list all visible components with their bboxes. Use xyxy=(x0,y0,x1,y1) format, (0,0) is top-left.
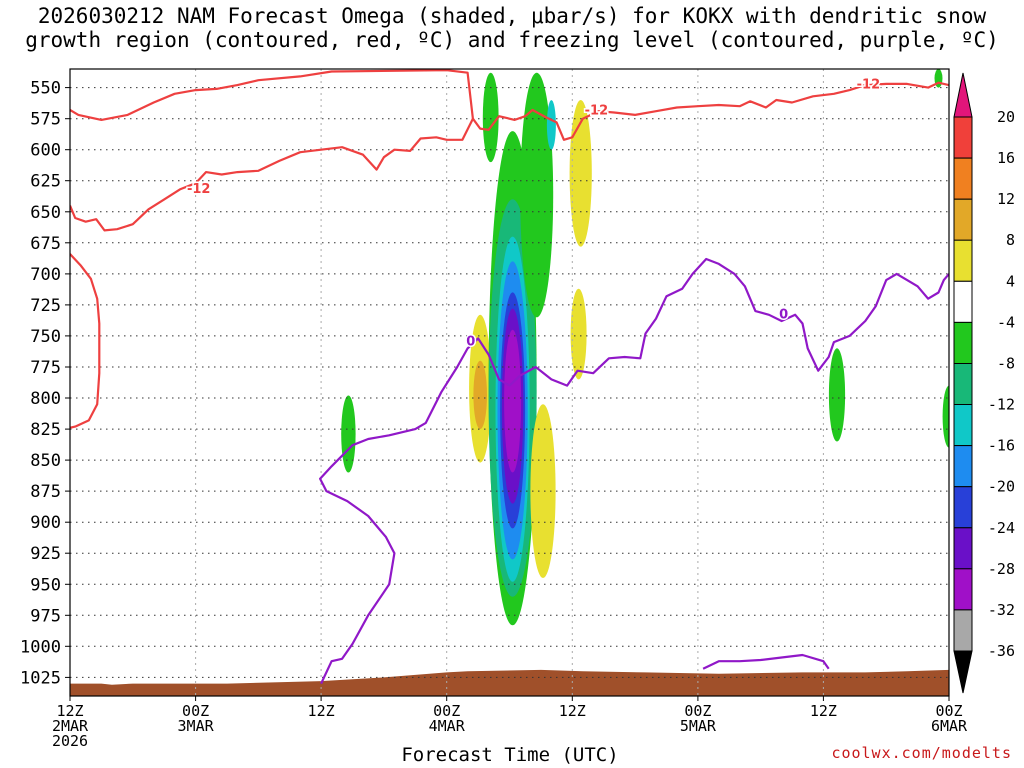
colorbar-bottom-arrow xyxy=(953,650,973,694)
y-tick-label: 950 xyxy=(30,575,61,595)
colorbar-label: -16 xyxy=(988,437,1015,455)
ground-terrain-shape xyxy=(70,669,949,696)
x-tick-label: 4MAR xyxy=(429,717,466,735)
colorbar-swatch xyxy=(953,321,973,364)
y-tick-label: 825 xyxy=(30,420,61,440)
y-tick-label: 600 xyxy=(30,141,61,161)
x-tick-label: 2MAR xyxy=(52,717,89,735)
colorbar-swatch xyxy=(953,239,973,282)
contour-label-freezing: 0 xyxy=(466,335,475,350)
colorbar-swatch xyxy=(953,568,973,611)
y-tick-label: 925 xyxy=(30,544,61,564)
x-tick-label: 6MAR xyxy=(931,717,968,735)
x-tick-label: 00Z xyxy=(433,702,460,720)
colorbar-swatch xyxy=(953,363,973,406)
omega-region-neg28 xyxy=(504,329,522,473)
colorbar-label: -28 xyxy=(988,560,1015,578)
omega-region-neg4 xyxy=(520,72,554,318)
colorbar-label: -4 xyxy=(997,313,1015,331)
y-tick-label: 575 xyxy=(30,110,61,130)
contour-label-freezing: 0 xyxy=(779,307,788,322)
colorbar-swatch xyxy=(953,116,973,159)
y-tick-label: 1025 xyxy=(20,668,61,688)
freezing-level-contour-low xyxy=(702,653,830,670)
x-tick-label: 2026 xyxy=(52,732,88,750)
freezing-level-contour xyxy=(319,257,949,685)
y-tick-label: 775 xyxy=(30,358,61,378)
y-tick-label: 1000 xyxy=(20,637,61,657)
y-tick-label: 675 xyxy=(30,234,61,254)
colorbar-label: -24 xyxy=(988,519,1015,537)
y-tick-label: 975 xyxy=(30,606,61,626)
x-tick-label: 00Z xyxy=(182,702,209,720)
dgz-contour-left xyxy=(70,253,101,429)
omega-region-4 xyxy=(570,288,587,380)
y-tick-label: 900 xyxy=(30,513,61,533)
y-tick-label: 650 xyxy=(30,203,61,223)
y-tick-label: 725 xyxy=(30,296,61,316)
y-axis: 550 575 600 625 650 675 700 725 750 775 800 825 850 8… xyxy=(20,79,70,688)
dgz-contour-lower xyxy=(70,118,474,232)
omega-region-neg4 xyxy=(482,72,499,163)
colorbar: 20 16 12 8 4 -4 -8 -12 -16 -20 -24 -28 -32 -36 xyxy=(953,72,1015,694)
colorbar-swatch xyxy=(953,445,973,488)
y-tick-label: 875 xyxy=(30,482,61,502)
x-tick-label: 3MAR xyxy=(178,717,215,735)
y-tick-label: 700 xyxy=(30,265,61,285)
omega-shading xyxy=(341,69,949,626)
omega-region-neg4 xyxy=(341,395,356,473)
chart-title: 2026030212 NAM Forecast Omega (shaded, μ… xyxy=(25,4,999,52)
colorbar-label: 20 xyxy=(997,108,1015,126)
colorbar-swatch xyxy=(953,609,973,652)
omega-region-4 xyxy=(569,100,592,247)
colorbar-label: -8 xyxy=(997,355,1015,373)
colorbar-label: 12 xyxy=(997,190,1015,208)
x-tick-label: 00Z xyxy=(935,702,962,720)
omega-region-neg4 xyxy=(942,385,949,448)
colorbar-label: 4 xyxy=(1006,272,1015,290)
credit-text: coolwx.com/modelts xyxy=(831,744,1012,762)
y-tick-label: 800 xyxy=(30,389,61,409)
colorbar-label: -36 xyxy=(988,642,1015,660)
y-tick-label: 550 xyxy=(30,79,61,99)
x-axis-label: Forecast Time (UTC) xyxy=(401,744,619,766)
colorbar-label: -20 xyxy=(988,478,1015,496)
x-tick-label: 00Z xyxy=(684,702,711,720)
colorbar-swatch xyxy=(953,280,973,323)
y-tick-label: 750 xyxy=(30,327,61,347)
colorbar-label: 8 xyxy=(1006,231,1015,249)
colorbar-swatch xyxy=(953,527,973,570)
omega-region-4 xyxy=(530,404,556,578)
colorbar-label: -32 xyxy=(988,601,1015,619)
colorbar-label: 16 xyxy=(997,149,1015,167)
contours: -12 -12 -12 0 0 xyxy=(70,69,949,685)
x-tick-label: 12Z xyxy=(559,702,586,720)
colorbar-swatch xyxy=(953,198,973,241)
x-tick-label: 12Z xyxy=(56,702,83,720)
omega-region-neg4 xyxy=(828,348,846,442)
y-tick-label: 850 xyxy=(30,451,61,471)
x-tick-label: 12Z xyxy=(810,702,837,720)
x-tick-label: 12Z xyxy=(308,702,335,720)
dgz-contour-upper xyxy=(70,69,949,141)
x-tick-label: 5MAR xyxy=(680,717,717,735)
colorbar-label: -12 xyxy=(988,396,1015,414)
contour-label-dgz: -12 xyxy=(187,182,211,197)
y-tick-label: 625 xyxy=(30,172,61,192)
colorbar-swatch xyxy=(953,404,973,447)
grid xyxy=(70,69,949,696)
colorbar-swatch xyxy=(953,486,973,529)
plot-frame xyxy=(69,68,950,697)
contour-label-dgz: -12 xyxy=(585,104,609,119)
omega-region-neg12 xyxy=(546,100,556,150)
colorbar-top-arrow xyxy=(953,72,973,118)
omega-region-8 xyxy=(473,360,488,429)
contour-label-dgz: -12 xyxy=(857,78,881,93)
ground-terrain xyxy=(70,669,949,696)
colorbar-swatch xyxy=(953,157,973,200)
